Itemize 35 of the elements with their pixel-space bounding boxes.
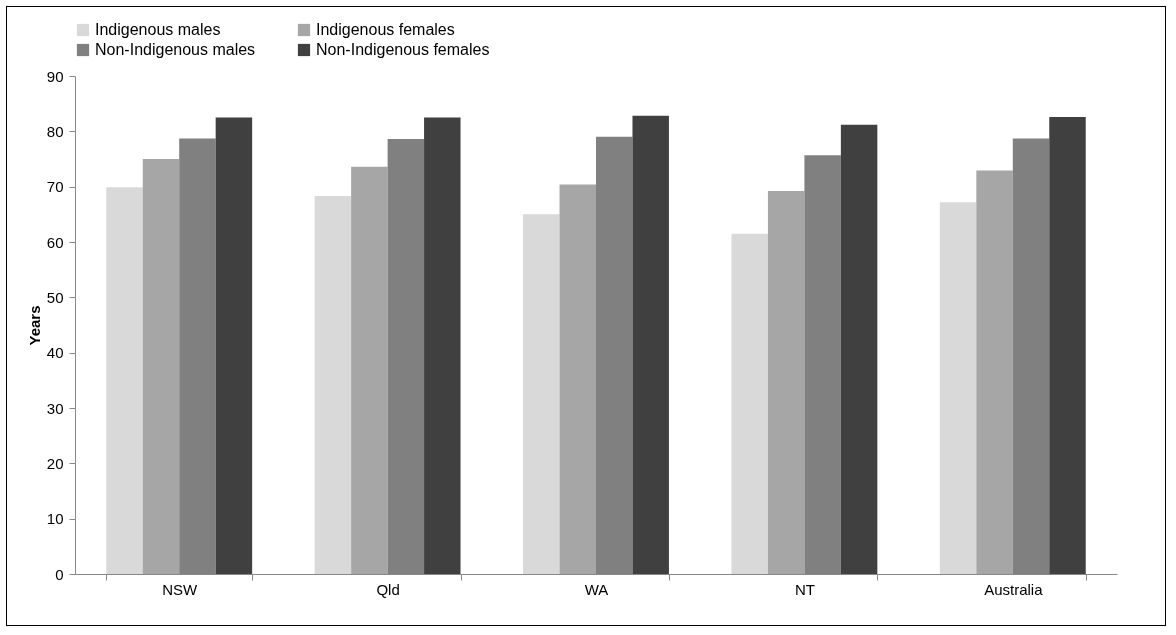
bar bbox=[215, 117, 253, 574]
x-tick-label: Australia bbox=[984, 580, 1044, 598]
y-tick-label: 90 bbox=[46, 67, 64, 85]
bar bbox=[976, 170, 1013, 574]
x-tick-label: NT bbox=[794, 580, 815, 598]
bar bbox=[351, 166, 388, 574]
bar bbox=[767, 191, 805, 574]
y-tick-label: 80 bbox=[46, 122, 64, 140]
legend-label: Non-Indigenous females bbox=[316, 41, 490, 58]
bar bbox=[106, 187, 143, 574]
y-tick-label: 40 bbox=[46, 344, 64, 362]
x-tick-label: WA bbox=[584, 580, 609, 598]
y-tick-label: 0 bbox=[55, 565, 64, 583]
bar bbox=[1049, 116, 1086, 574]
y-tick-label: 10 bbox=[46, 510, 64, 528]
bar bbox=[632, 115, 669, 574]
bar bbox=[559, 184, 596, 574]
legend-label: Indigenous females bbox=[316, 21, 455, 38]
bar bbox=[523, 214, 560, 574]
bar bbox=[939, 202, 977, 574]
y-tick-label: 50 bbox=[46, 288, 64, 306]
y-tick-label: 30 bbox=[46, 399, 64, 417]
bar bbox=[142, 159, 180, 574]
bar bbox=[731, 233, 768, 574]
y-tick-label: 20 bbox=[46, 454, 64, 472]
legend-label: Non-Indigenous males bbox=[95, 41, 256, 58]
y-axis-title: Years bbox=[25, 305, 43, 346]
bar bbox=[424, 117, 461, 574]
y-tick-label: 60 bbox=[46, 233, 64, 251]
y-tick-label: 70 bbox=[46, 178, 64, 196]
legend-label: Indigenous males bbox=[95, 21, 221, 38]
x-tick-label: Qld bbox=[376, 580, 400, 598]
x-tick-label: NSW bbox=[162, 580, 199, 598]
bar bbox=[314, 196, 352, 574]
bar bbox=[840, 124, 878, 574]
